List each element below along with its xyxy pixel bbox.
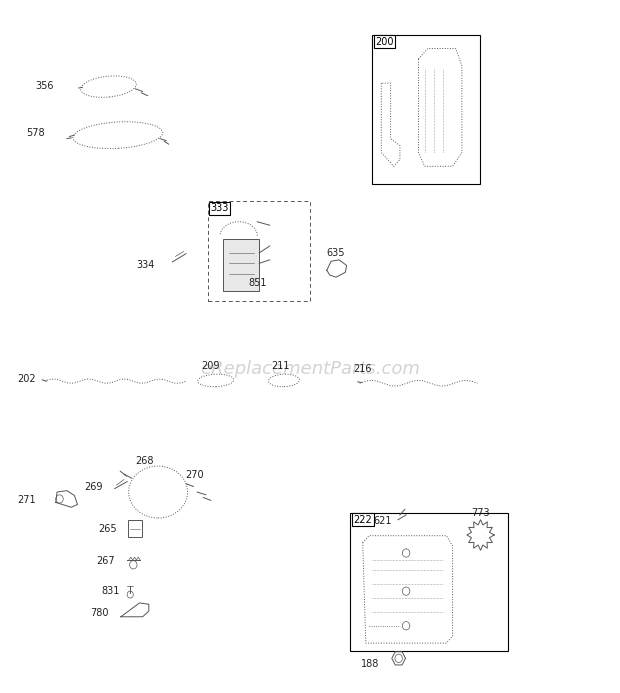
- Text: 209: 209: [202, 362, 220, 371]
- Text: 334: 334: [136, 261, 155, 270]
- Text: 780: 780: [90, 608, 108, 617]
- Text: 216: 216: [353, 365, 372, 374]
- Text: 270: 270: [185, 470, 203, 480]
- Text: 222: 222: [353, 515, 372, 525]
- Text: 269: 269: [84, 482, 102, 492]
- Text: 211: 211: [271, 362, 290, 371]
- Text: 773: 773: [471, 509, 490, 518]
- Bar: [350, 513, 508, 651]
- Text: 333: 333: [210, 203, 229, 213]
- Text: 202: 202: [17, 374, 36, 384]
- Text: 268: 268: [135, 456, 154, 466]
- Text: 356: 356: [35, 81, 54, 91]
- Bar: [372, 35, 480, 184]
- Text: 831: 831: [101, 586, 120, 596]
- Text: eReplacementParts.com: eReplacementParts.com: [200, 360, 420, 378]
- Text: 635: 635: [327, 249, 345, 258]
- Text: 265: 265: [98, 524, 117, 534]
- Text: 621: 621: [374, 516, 392, 526]
- Text: 851: 851: [248, 278, 267, 288]
- Bar: [128, 520, 142, 537]
- Bar: [208, 201, 310, 301]
- Text: 578: 578: [26, 128, 45, 138]
- Text: 200: 200: [375, 37, 394, 46]
- Text: 267: 267: [96, 556, 115, 565]
- Text: 271: 271: [17, 495, 36, 505]
- Text: 188: 188: [361, 659, 379, 669]
- Bar: [223, 239, 259, 291]
